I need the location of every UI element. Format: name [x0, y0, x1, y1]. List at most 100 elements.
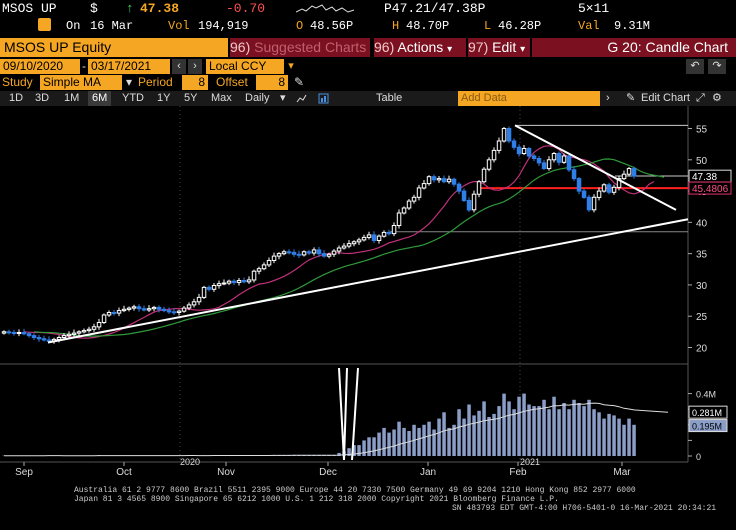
candle-body	[226, 280, 232, 284]
currency-select[interactable]: Local CCY	[206, 59, 284, 74]
suggested-charts-button[interactable]: 96) Suggested Charts	[230, 38, 370, 57]
candle-body	[416, 187, 422, 198]
volume-bar	[362, 440, 366, 456]
end-date-input[interactable]: 03/17/2021	[88, 59, 170, 74]
period-6m[interactable]: 6M	[88, 91, 112, 106]
y-tick-label: 25	[696, 312, 708, 323]
volume-tag	[688, 419, 728, 433]
actions-menu[interactable]: 96) Actions ▾	[374, 38, 466, 57]
bar-chart-icon[interactable]	[318, 93, 329, 104]
volume-bar	[352, 445, 356, 456]
redo-icon[interactable]: ↷	[708, 59, 726, 74]
suggested-num: 96)	[230, 39, 251, 55]
bid-ask: P47.21/47.38P	[384, 1, 486, 16]
zoom-in-icon[interactable]: ⤢	[696, 92, 705, 104]
volume-bar	[592, 409, 596, 456]
high-label: H	[392, 19, 400, 33]
candle-body	[551, 153, 557, 161]
line-chart-icon[interactable]	[296, 93, 307, 104]
candle-body	[186, 304, 192, 309]
footer-line-3: SN 483793 EDT GMT-4:00 H706-5401-0 16-Ma…	[452, 504, 717, 513]
period-1y[interactable]: 1Y	[157, 92, 171, 104]
price-chart[interactable]: 202530354045505500.4MSepOctNov2020DecJan…	[0, 106, 736, 486]
candle-body	[121, 308, 127, 312]
volume-bar	[477, 410, 481, 456]
alert-icon[interactable]	[38, 18, 51, 31]
edit-num: 97)	[468, 39, 489, 55]
volume-bar	[337, 452, 341, 456]
chevron-right-icon[interactable]: ›	[188, 59, 202, 74]
candle-body	[316, 249, 322, 255]
volume-bar	[487, 417, 491, 456]
chevron-down-icon[interactable]: ▾	[280, 92, 286, 104]
volume-bar	[547, 409, 551, 456]
period-1d[interactable]: 1D	[9, 92, 24, 104]
period-5y[interactable]: 5Y	[184, 92, 198, 104]
candle-body	[496, 140, 502, 151]
actions-label: Actions	[397, 39, 444, 55]
candle-body	[21, 332, 27, 335]
chevron-down-icon: ▾	[447, 44, 453, 55]
pencil-icon[interactable]: ✎	[626, 92, 636, 104]
chevron-down-icon[interactable]: ▾	[126, 75, 133, 89]
volume-bar	[417, 427, 421, 456]
volume-bar	[557, 409, 561, 456]
candle-body	[321, 253, 327, 257]
volume-bar	[372, 437, 376, 456]
candle-body	[621, 173, 627, 180]
offset-input[interactable]: 8	[256, 75, 288, 90]
volume-bar	[507, 401, 511, 456]
candle-body	[501, 128, 507, 142]
volume-tick-label: 0	[696, 452, 701, 462]
chevron-left-icon[interactable]: ‹	[172, 59, 186, 74]
candle-body	[461, 190, 467, 201]
volume-bar	[512, 409, 516, 456]
security-field[interactable]: MSOS UP Equity	[0, 38, 228, 57]
volume-bar	[462, 418, 466, 456]
undo-icon[interactable]: ↶	[686, 59, 704, 74]
candle-body	[571, 169, 577, 180]
candle-body	[41, 338, 47, 341]
candle-body	[1, 331, 7, 334]
candle-body	[126, 307, 132, 310]
edit-chart-button[interactable]: Edit Chart	[641, 92, 690, 104]
val-value: 9.31M	[614, 19, 651, 33]
candle-body	[466, 200, 472, 211]
candle-body	[391, 225, 397, 235]
candle-body	[231, 280, 237, 283]
y-tick-label: 35	[696, 250, 708, 261]
candle-body	[26, 333, 32, 337]
frequency-select[interactable]: Daily	[245, 92, 270, 104]
period-1m[interactable]: 1M	[64, 92, 80, 104]
volume-spike-right	[351, 367, 359, 461]
period-label: Period	[138, 75, 173, 89]
volume-tick-label: 0.4M	[696, 390, 716, 400]
settings-icon[interactable]: ⚙	[712, 92, 722, 104]
period-max[interactable]: Max	[211, 92, 232, 104]
volume-bar	[527, 404, 531, 456]
volume-bar	[452, 424, 456, 456]
volume-bar	[437, 418, 441, 456]
period-input[interactable]: 8	[182, 75, 208, 90]
downtrend-line	[514, 124, 677, 211]
start-date-input[interactable]: 09/10/2020	[0, 59, 80, 74]
volume-bar	[387, 432, 391, 456]
volume-bar	[542, 399, 546, 456]
x-tick-label: Sep	[15, 467, 33, 478]
volume-average-line	[4, 402, 669, 457]
add-data-input[interactable]: Add Data	[458, 91, 600, 106]
candle-body	[276, 253, 282, 257]
volume-bar	[497, 406, 501, 456]
candle-body	[456, 183, 462, 192]
y-tick-label: 55	[696, 125, 708, 136]
chevron-down-icon[interactable]: ▾	[288, 60, 294, 72]
study-select[interactable]: Simple MA	[40, 75, 122, 90]
volume-bar	[347, 448, 351, 456]
period-3d[interactable]: 3D	[35, 92, 50, 104]
edit-menu[interactable]: 97) Edit ▾	[468, 38, 530, 57]
pencil-icon[interactable]: ✎	[294, 75, 305, 89]
chevron-right-icon[interactable]: ›	[606, 92, 610, 104]
table-button[interactable]: Table	[376, 92, 403, 104]
period-ytd[interactable]: YTD	[122, 92, 144, 104]
axes: 202530354045505500.4MSepOctNov2020DecJan…	[15, 125, 732, 478]
